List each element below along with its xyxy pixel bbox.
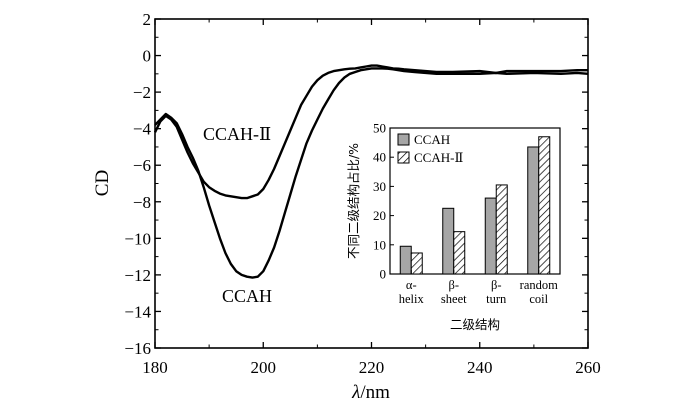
inset-bars [399, 136, 551, 275]
inset-y-axis-label: 不同二级结构占比/% [346, 143, 361, 259]
inset-y-tick-label: 20 [373, 208, 386, 223]
x-tick-label: 260 [575, 358, 601, 377]
y-tick-label: −6 [133, 156, 151, 175]
cd-line-chart: 180 200 220 240 260 20−2−4−6−8−10−12−14−16 C… [92, 10, 601, 403]
category-label-line1: random [520, 278, 558, 292]
category-label-line1: β- [491, 278, 502, 292]
main-y-ticks: 20−2−4−6−8−10−12−14−16 [124, 10, 588, 358]
series-line-ccah-ii [153, 64, 588, 200]
x-axis-label: λ/nm [351, 382, 390, 403]
y-tick-label: 2 [143, 10, 152, 29]
legend-label-ccah: CCAH [414, 132, 450, 147]
bar-ccah-ii [495, 184, 508, 275]
x-axis-unit: /nm [360, 382, 390, 403]
legend-label-ccah-ii: CCAH-Ⅱ [414, 150, 463, 165]
main-x-ticks: 180 200 220 240 260 [142, 19, 601, 377]
inset-y-ticks: 0 10 20 30 40 50 [373, 121, 394, 282]
inset-y-tick-label: 10 [373, 237, 386, 252]
x-tick-label: 240 [467, 358, 493, 377]
main-series-lines [153, 64, 589, 279]
y-tick-label: −12 [124, 266, 151, 285]
legend-swatch-ccah-ii [397, 151, 410, 164]
y-tick-label: −16 [124, 339, 151, 358]
inset-y-tick-label: 30 [373, 179, 386, 194]
x-tick-label: 220 [359, 358, 385, 377]
curve-label-ccah: CCAH [222, 286, 272, 306]
inset-y-tick-label: 0 [380, 267, 387, 282]
y-tick-label: −8 [133, 193, 151, 212]
curve-label-ccah-ii: CCAH-Ⅱ [203, 124, 271, 144]
category-label-line2: helix [399, 292, 425, 306]
legend-swatch-ccah [397, 133, 410, 146]
inset-y-tick-label: 40 [373, 150, 386, 165]
y-axis-label: CD [92, 170, 113, 196]
bar-ccah-ii [538, 136, 551, 275]
x-axis-symbol: λ [351, 382, 360, 403]
x-tick-label: 180 [142, 358, 168, 377]
bar-ccah [484, 197, 497, 275]
y-tick-label: −4 [133, 120, 152, 139]
y-tick-label: −14 [124, 302, 151, 321]
bar-ccah [399, 245, 412, 275]
bar-ccah [527, 146, 540, 275]
inset-legend: CCAH CCAH-Ⅱ [397, 132, 463, 165]
bar-ccah-ii [453, 231, 466, 275]
y-tick-label: −10 [124, 229, 151, 248]
bar-ccah [442, 207, 455, 275]
inset-x-axis-label: 二级结构 [450, 317, 500, 332]
category-label-line2: sheet [441, 292, 467, 306]
y-tick-label: −2 [133, 83, 151, 102]
category-label-line2: coil [529, 292, 548, 306]
category-label-line1: β- [448, 278, 459, 292]
y-tick-label: 0 [143, 47, 152, 66]
inset-plot-frame [389, 127, 561, 275]
category-label-line2: turn [486, 292, 507, 306]
x-tick-label: 200 [251, 358, 277, 377]
inset-y-tick-label: 50 [373, 121, 386, 136]
category-label-line1: α- [406, 278, 417, 292]
bar-ccah-ii [410, 252, 423, 275]
series-line-ccah [154, 67, 589, 279]
